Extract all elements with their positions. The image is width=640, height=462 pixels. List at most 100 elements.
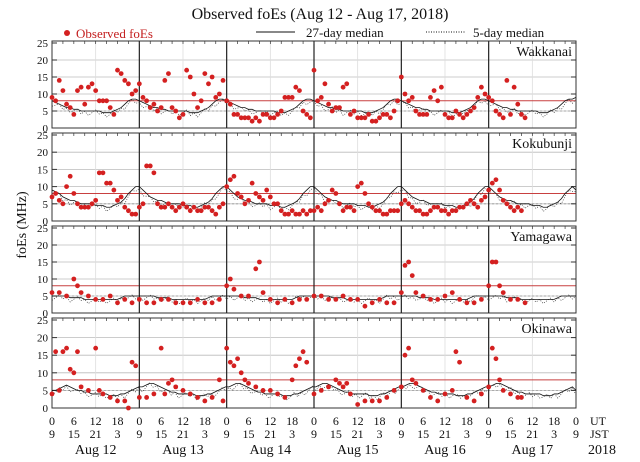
observed-point [464,300,470,306]
observed-point [96,388,102,393]
observed-point [49,391,55,397]
observed-point [115,300,120,306]
observed-point [409,377,415,383]
observed-point [293,363,299,369]
observed-point [158,297,164,302]
observed-point [187,208,193,214]
observed-point [511,208,517,214]
observed-point [89,81,95,87]
observed-point [162,204,168,210]
observed-point [478,84,484,90]
x-tick-jst: 15 [68,427,80,441]
observed-point [500,290,506,295]
observed-point [75,283,80,289]
observed-point [158,345,164,351]
legend: Observed foEs 27-day median 5-day median [64,25,545,41]
x-tick-ut: 12 [352,414,364,428]
observed-point [282,95,288,100]
x-tick-ut: 0 [49,414,55,428]
observed-point [249,118,255,124]
observed-point [515,204,521,210]
observed-point [235,356,240,362]
observed-point [428,208,433,214]
observed-point [227,101,233,107]
day-label: Aug 12 [75,443,117,457]
observed-point [53,98,59,104]
observed-point [449,290,455,295]
observed-point [406,98,412,104]
observed-point [78,84,84,90]
observed-point [340,84,346,90]
observed-point [384,395,390,400]
observed-point [377,115,382,121]
observed-point [176,204,182,210]
x-tick-jst: 3 [464,427,470,441]
observed-point [457,204,462,210]
observed-point [420,293,426,299]
observed-point [231,173,237,179]
observed-point [297,211,302,217]
observed-point [391,208,397,214]
observed-point [300,349,306,355]
observed-point [264,187,270,193]
observed-point [504,201,510,207]
observed-point [198,208,204,214]
observed-point [289,208,295,214]
observed-point [344,81,350,87]
observed-point [388,208,393,214]
observed-point [162,391,168,397]
observed-point [118,71,124,76]
observed-point [64,345,69,351]
observed-point [147,163,153,169]
observed-point [278,108,284,114]
observed-point [406,201,412,207]
observed-point [497,112,502,117]
x-tick-ut: 12 [439,414,451,428]
observed-point [238,115,244,121]
observed-point [93,88,99,93]
observed-point [453,108,459,114]
observed-point [129,91,135,97]
observed-point [362,398,368,404]
observed-point [464,395,470,400]
observed-point [213,95,219,100]
observed-point [417,208,422,214]
observed-point [431,204,437,210]
observed-point [457,297,462,302]
observed-point [224,184,230,190]
observed-point [413,290,419,295]
observed-point [395,98,401,104]
observed-point [282,395,288,400]
observed-point [355,184,361,190]
observed-point [224,98,230,104]
observed-point [220,78,226,83]
observed-point [362,115,368,121]
observed-point [417,112,422,117]
observed-point [311,391,317,397]
observed-point [322,201,328,207]
year-label: 2018 [588,443,616,457]
x-tick-jst: 15 [417,427,429,441]
observed-point [187,391,193,397]
jst-label: JST [590,427,609,441]
observed-point [216,297,222,302]
x-tick-jst: 21 [90,427,102,441]
observed-point [402,263,408,268]
observed-point [180,388,186,393]
observed-point [428,395,433,400]
observed-point [271,201,277,207]
observed-point [93,197,99,203]
observed-point [227,276,233,282]
observed-point [158,204,164,210]
x-tick-ut: 6 [333,414,339,428]
observed-point [184,67,190,73]
x-tick-ut: 18 [112,414,124,428]
observed-point [216,91,222,97]
observed-point [311,293,317,299]
observed-point [206,81,211,87]
observed-point [409,95,415,100]
observed-point [482,194,488,200]
observed-point [267,297,273,302]
x-tick-jst: 9 [49,427,55,441]
observed-point [293,211,299,217]
